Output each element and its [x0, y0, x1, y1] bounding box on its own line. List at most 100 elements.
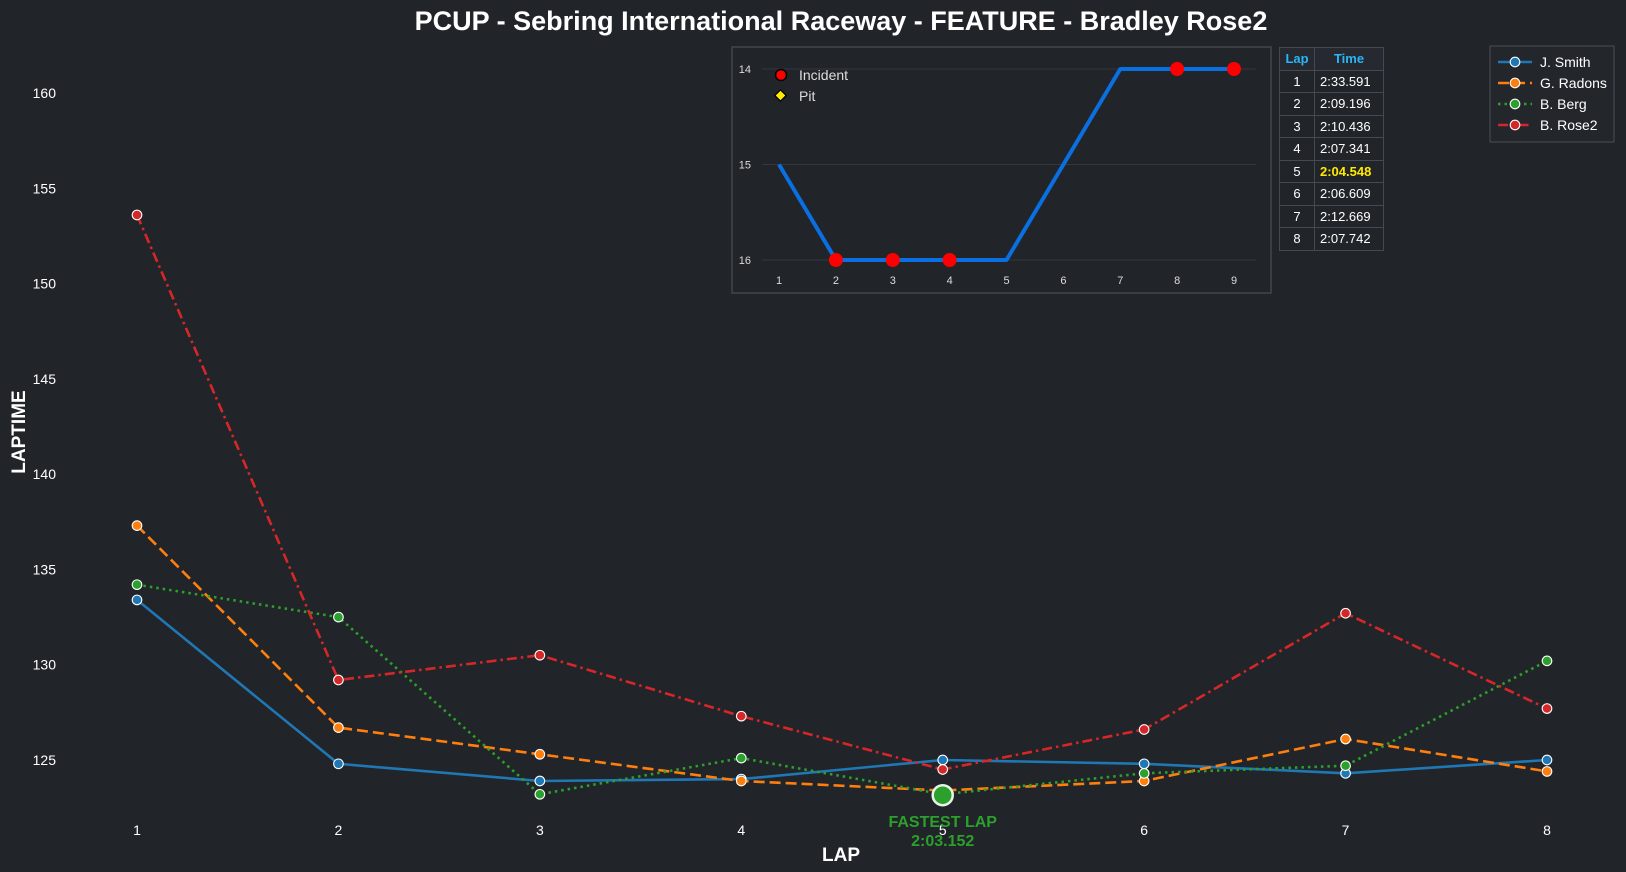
table-row: 6 2:06.609	[1279, 182, 1384, 206]
data-point	[131, 520, 143, 531]
inset-y-tick-label: 16	[739, 255, 751, 267]
inset-x-tick-label: 6	[1060, 275, 1066, 287]
chart-title: PCUP - Sebring International Raceway - F…	[415, 6, 1268, 36]
lap-time-cell: 2:10.436	[1314, 114, 1384, 138]
x-tick-label: 1	[133, 822, 141, 838]
pit-legend-label: Pit	[799, 88, 815, 104]
data-point	[1541, 754, 1553, 766]
incident-marker	[885, 253, 900, 267]
table-row: 5 2:04.548	[1279, 159, 1384, 183]
lap-number-cell: 7	[1279, 204, 1315, 228]
table-row: 2 2:09.196	[1279, 92, 1384, 116]
lap-number-cell: 1	[1279, 69, 1315, 93]
fastest-lap-time: 2:03.152	[911, 833, 974, 850]
incident-legend-label: Incident	[799, 67, 848, 83]
y-axis-label: LAPTIME	[9, 390, 30, 473]
series-line-b-berg	[136, 583, 1548, 796]
lap-number-cell: 5	[1279, 159, 1315, 183]
y-tick-label: 135	[33, 561, 57, 577]
inset-x-tick-label: 5	[1003, 275, 1009, 287]
inset-x-tick-label: 3	[890, 275, 896, 287]
x-tick-label: 3	[536, 822, 544, 838]
lap-time-cell: 2:07.742	[1314, 227, 1384, 251]
y-axis-ticks: 125 130 135 140 145 150 155 160	[33, 85, 57, 768]
data-point	[333, 722, 344, 733]
table-row: 7 2:12.669	[1279, 204, 1384, 228]
inset-y-tick-label: 15	[739, 160, 751, 172]
data-point	[937, 764, 949, 775]
data-point	[1541, 703, 1553, 714]
pit-legend-marker	[773, 88, 788, 103]
x-tick-label: 7	[1342, 822, 1350, 838]
lap-time-cell: 2:33.591	[1314, 69, 1384, 93]
inset-y-tick-label: 14	[739, 64, 751, 76]
data-point	[1340, 760, 1351, 772]
series-line-b-rose2	[135, 214, 1548, 771]
data-point	[131, 579, 143, 591]
data-point	[131, 594, 143, 606]
fastest-lap-annotation: FASTEST LAP 2:03.152	[888, 783, 997, 850]
lap-time-cell: 2:09.196	[1314, 92, 1384, 116]
table-row: 8 2:07.742	[1279, 227, 1384, 251]
data-point	[534, 788, 546, 800]
position-inset: 14 15 16 1 2 3 4 5 6 7 8 9 Incident Pit	[731, 46, 1272, 294]
series-line-g-radons	[136, 524, 1548, 792]
legend-marker	[1509, 56, 1521, 68]
inset-x-tick-label: 7	[1117, 275, 1123, 287]
lap-column-header: Lap	[1279, 47, 1315, 71]
series-line-j-smith	[136, 598, 1548, 783]
x-axis-ticks: 1 2 3 4 5 6 7 8	[133, 822, 1551, 838]
data-point	[735, 710, 747, 722]
inset-legend: Incident Pit	[773, 67, 848, 104]
x-tick-label: 6	[1140, 822, 1148, 838]
lap-number-cell: 4	[1279, 137, 1315, 161]
inset-x-tick-label: 4	[947, 275, 953, 287]
legend-marker	[1509, 98, 1521, 110]
x-tick-label: 2	[335, 822, 343, 838]
data-point	[1138, 758, 1150, 770]
incident-marker	[1227, 62, 1241, 76]
lap-number-cell: 8	[1279, 227, 1315, 251]
data-point	[1541, 766, 1553, 777]
data-point	[1138, 767, 1150, 779]
fastest-lap-marker	[931, 783, 954, 807]
incident-legend-marker	[774, 68, 788, 82]
legend-marker	[1509, 119, 1521, 131]
y-tick-label: 145	[33, 371, 57, 387]
legend-marker	[1509, 77, 1521, 89]
lap-number-cell: 6	[1279, 182, 1315, 206]
lap-number-cell: 3	[1279, 114, 1315, 138]
data-point	[735, 752, 747, 764]
lap-time-cell: 2:12.669	[1314, 204, 1384, 228]
y-tick-label: 155	[33, 180, 57, 196]
table-row: 3 2:10.436	[1279, 114, 1384, 138]
data-point	[333, 758, 344, 770]
x-tick-label: 8	[1543, 822, 1551, 838]
legend: J. Smith G. Radons B. Berg B. Rose2	[1489, 45, 1615, 143]
legend-label: G. Radons	[1540, 75, 1607, 91]
incident-marker	[1170, 62, 1185, 76]
y-tick-label: 125	[33, 752, 57, 768]
data-point	[735, 775, 747, 787]
lap-time-cell: 2:04.548	[1314, 159, 1384, 183]
series-layer	[131, 209, 1553, 800]
legend-label: J. Smith	[1540, 54, 1591, 70]
data-point	[131, 209, 143, 221]
legend-label: B. Rose2	[1540, 117, 1598, 133]
data-point	[534, 649, 546, 661]
inset-x-tick-label: 9	[1231, 275, 1237, 287]
incident-marker	[942, 253, 957, 267]
data-point	[1340, 607, 1351, 619]
lap-time-cell: 2:06.609	[1314, 182, 1384, 206]
fastest-lap-label: FASTEST LAP	[888, 814, 997, 831]
x-tick-label: 5	[939, 822, 947, 838]
legend-label: B. Berg	[1540, 96, 1587, 112]
y-tick-label: 150	[33, 276, 57, 292]
lap-times-table: Lap Time 1 2:33.591 2 2:09.196 3 2:10.436 4 2:0…	[1279, 47, 1384, 251]
time-column-header: Time	[1314, 47, 1384, 71]
lap-time-cell: 2:07.341	[1314, 137, 1384, 161]
table-row: 4 2:07.341	[1279, 137, 1384, 161]
inset-x-tick-label: 8	[1174, 275, 1180, 287]
y-tick-label: 160	[33, 85, 57, 101]
inset-x-tick-label: 2	[833, 275, 839, 287]
